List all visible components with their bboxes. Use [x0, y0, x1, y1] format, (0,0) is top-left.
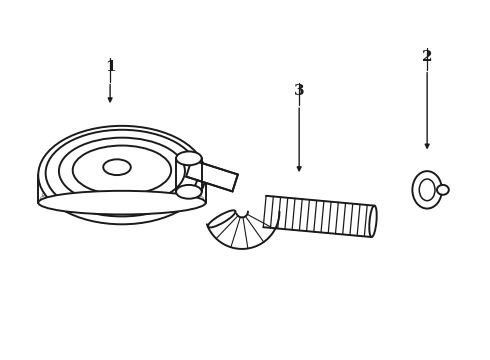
Text: 2: 2	[422, 50, 432, 64]
Text: 3: 3	[294, 84, 304, 98]
Ellipse shape	[437, 185, 449, 195]
Text: 1: 1	[105, 60, 116, 74]
Ellipse shape	[73, 145, 171, 195]
Ellipse shape	[176, 152, 202, 165]
Ellipse shape	[369, 206, 377, 237]
Ellipse shape	[419, 179, 435, 201]
Ellipse shape	[176, 185, 202, 199]
Ellipse shape	[413, 171, 442, 208]
Ellipse shape	[103, 159, 131, 175]
Ellipse shape	[46, 130, 198, 216]
Ellipse shape	[208, 210, 236, 228]
Ellipse shape	[59, 138, 185, 204]
Ellipse shape	[38, 191, 206, 215]
Ellipse shape	[38, 126, 206, 224]
Polygon shape	[186, 160, 238, 192]
